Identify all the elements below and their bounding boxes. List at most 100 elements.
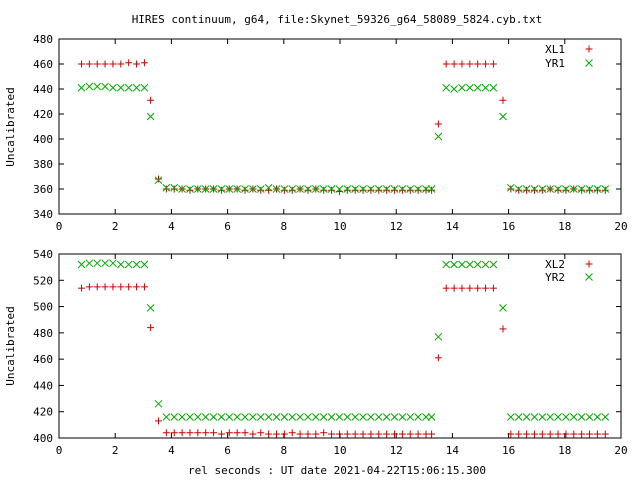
data-point-yr2 (146, 304, 155, 312)
data-point-yr1 (398, 185, 407, 193)
data-point-xl1 (133, 60, 141, 68)
x-tick-label-top: 10 (333, 220, 346, 233)
data-point-yr1 (140, 83, 149, 92)
data-point-xl2 (391, 430, 399, 438)
data-point-yr1 (233, 185, 242, 193)
data-point-xl1 (162, 185, 170, 193)
data-point-xl2 (398, 430, 406, 438)
data-point-xl1 (398, 186, 406, 194)
data-point-xl1 (320, 186, 328, 194)
data-point-yr2 (390, 413, 399, 421)
data-point-yr2 (327, 413, 336, 421)
data-point-xl2 (162, 429, 170, 437)
data-point-yr2 (359, 413, 367, 421)
data-point-yr2 (434, 332, 443, 341)
legend-label-xl2: XL2 (545, 258, 565, 271)
data-point-yr1 (390, 185, 399, 193)
legend-symbol-xl2 (585, 260, 593, 268)
y-tick-label-bottom: 440 (33, 379, 53, 392)
data-point-xl2 (328, 430, 336, 438)
legend-label-yr1: YR1 (545, 57, 565, 70)
data-point-yr2 (562, 413, 570, 421)
data-point-yr2 (256, 413, 265, 421)
x-tick-label-top: 8 (280, 220, 287, 233)
data-point-yr2 (374, 413, 383, 421)
data-point-xl2 (482, 284, 490, 292)
data-point-xl2 (101, 283, 109, 291)
data-point-yr2 (473, 260, 482, 269)
data-point-xl2 (170, 429, 178, 437)
data-point-yr2 (233, 413, 242, 421)
data-point-yr2 (101, 259, 109, 268)
data-point-yr2 (304, 413, 312, 421)
data-point-yr1 (367, 185, 375, 193)
data-point-xl2 (117, 283, 125, 291)
data-point-yr2 (481, 260, 490, 269)
data-point-yr1 (427, 185, 436, 193)
legend-symbol-yr1 (585, 59, 593, 67)
data-point-xl1 (499, 96, 507, 104)
data-point-yr2 (186, 413, 194, 421)
data-point-yr1 (473, 83, 482, 92)
data-point-xl2 (442, 284, 450, 292)
data-point-yr1 (406, 185, 415, 193)
data-point-yr2 (530, 413, 539, 421)
data-point-xl1 (434, 120, 442, 128)
data-point-yr1 (146, 112, 155, 121)
x-tick-label-top: 2 (112, 220, 119, 233)
data-point-yr2 (458, 260, 466, 269)
data-point-xl1 (414, 186, 422, 194)
data-point-xl2 (414, 430, 422, 438)
plot-frame-bottom (58, 253, 622, 439)
data-point-xl1 (343, 186, 351, 194)
data-point-yr1 (132, 83, 141, 92)
data-point-xl2 (359, 430, 367, 438)
data-point-yr2 (296, 413, 304, 421)
data-point-yr2 (319, 413, 328, 421)
data-point-yr1 (382, 185, 391, 193)
data-point-xl1 (93, 60, 101, 68)
data-point-yr1 (434, 132, 443, 141)
legend-label-xl1: XL1 (545, 43, 565, 56)
data-point-xl1 (489, 60, 497, 68)
data-point-yr2 (225, 413, 234, 421)
data-point-xl1 (328, 186, 336, 194)
x-tick-label-top: 18 (558, 220, 571, 233)
data-point-xl2 (474, 284, 482, 292)
data-point-yr1 (170, 183, 179, 192)
data-point-yr1 (359, 185, 367, 193)
data-point-yr1 (304, 185, 312, 193)
panel-bottom: Uncalibrated 0 2 4 6 8 10 12 14 16 18 20 400 420 440 4… (4, 248, 628, 457)
marks-top (77, 59, 610, 195)
data-point-yr1 (101, 82, 109, 91)
data-point-yr1 (538, 185, 547, 193)
data-point-xl2 (586, 430, 594, 438)
data-point-yr2 (569, 413, 578, 421)
data-point-yr2 (577, 413, 586, 421)
data-point-yr1 (288, 185, 297, 193)
y-tick-label-top: 420 (33, 108, 53, 121)
data-point-yr2 (241, 413, 249, 421)
data-point-xl2 (375, 430, 383, 438)
x-tick-label-top: 20 (614, 220, 627, 233)
data-point-xl1 (474, 60, 482, 68)
data-point-xl1 (466, 60, 474, 68)
x-tick-label-top: 6 (224, 220, 231, 233)
data-point-yr2 (209, 413, 218, 421)
data-point-yr2 (272, 413, 281, 421)
data-point-yr2 (343, 413, 352, 421)
data-point-yr2 (93, 259, 102, 268)
data-point-xl2 (202, 429, 210, 437)
data-point-yr2 (554, 413, 562, 421)
data-point-xl1 (257, 186, 265, 194)
data-point-yr1 (546, 185, 555, 193)
data-point-xl2 (125, 283, 133, 291)
data-point-xl1 (304, 186, 312, 194)
data-point-yr2 (427, 413, 436, 421)
data-point-yr1 (514, 185, 523, 193)
data-point-yr2 (593, 413, 602, 421)
x-tick-label-bottom: 6 (224, 444, 231, 457)
data-point-xl2 (257, 429, 265, 437)
y-tick-label-top: 460 (33, 58, 53, 71)
data-point-xl2 (312, 430, 320, 438)
